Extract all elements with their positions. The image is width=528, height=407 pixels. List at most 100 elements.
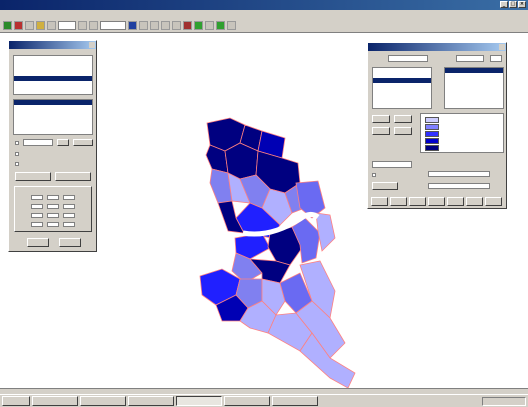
ok-button[interactable] [27,238,49,247]
start-button[interactable] [2,396,30,406]
panel-button[interactable] [428,197,445,206]
close-icon[interactable] [89,42,95,48]
info-icon[interactable] [227,21,236,30]
symbol-button[interactable] [15,172,51,181]
labels-checkbox[interactable] [15,162,19,166]
list-item-selected[interactable] [14,100,92,105]
close-button[interactable]: × [518,1,526,8]
layer-icon[interactable] [47,21,56,30]
panel-button[interactable] [390,197,407,206]
river-line [242,211,320,237]
pen-icon[interactable] [183,21,192,30]
legend-swatch-0[interactable] [425,117,439,123]
map-region[interactable] [261,278,286,316]
taskbar-task[interactable] [80,396,126,406]
class-count-field[interactable] [23,139,53,146]
legend-checkbox[interactable] [15,152,19,156]
print-icon[interactable] [25,21,34,30]
up-button[interactable] [372,127,390,135]
range-field[interactable] [47,222,59,227]
layer-list[interactable] [13,55,93,95]
folder-icon[interactable] [36,21,45,30]
taskbar-task[interactable] [128,396,174,406]
range-field[interactable] [31,195,43,200]
range-field[interactable] [31,222,43,227]
refresh-icon[interactable] [216,21,225,30]
panel-button[interactable] [371,197,388,206]
panel-button[interactable] [466,197,483,206]
remove-button[interactable] [394,115,412,123]
legend-swatch-4[interactable] [425,145,439,151]
classify-button[interactable] [55,172,91,181]
chart-icon[interactable] [205,21,214,30]
close-icon[interactable] [499,44,505,50]
ramp-slider[interactable] [428,171,490,177]
identify-icon[interactable] [161,21,170,30]
add-button[interactable] [372,115,390,123]
layer-select[interactable] [100,21,126,30]
range-field[interactable] [63,204,75,209]
cancel-button[interactable] [59,238,81,247]
map-icon[interactable] [128,21,137,30]
list-item[interactable] [445,93,503,98]
panel-button[interactable] [485,197,502,206]
range-field[interactable] [63,195,75,200]
panel-button[interactable] [409,197,426,206]
legend-swatch-1[interactable] [425,124,439,130]
map-region[interactable] [299,260,336,319]
save-icon[interactable] [14,21,23,30]
map-horizontal-scrollbar[interactable] [0,388,528,394]
range-field[interactable] [31,204,43,209]
value-list[interactable] [444,67,504,109]
measure-icon[interactable] [172,21,181,30]
grid-icon[interactable] [194,21,203,30]
range-field[interactable] [47,213,59,218]
range-group [14,186,92,232]
classification-panel-title [368,43,506,51]
list-item[interactable] [14,81,92,86]
option-checkbox[interactable] [15,141,19,145]
map-region[interactable] [315,212,336,252]
method-select[interactable] [456,55,484,62]
map-region[interactable] [231,252,263,284]
taskbar-task[interactable] [32,396,78,406]
zoom-select[interactable] [58,21,76,30]
field-list[interactable] [13,99,93,135]
down-button[interactable] [394,127,412,135]
map-region[interactable] [261,188,293,226]
map-region[interactable] [217,200,245,234]
field-select[interactable] [388,55,428,62]
list-item[interactable] [373,88,431,93]
pan-icon[interactable] [139,21,148,30]
minimize-button[interactable]: _ [500,1,508,8]
taskbar-task[interactable] [224,396,270,406]
taskbar-task[interactable] [272,396,318,406]
open-icon[interactable] [3,21,12,30]
legend-swatch-3[interactable] [425,138,439,144]
spin-button[interactable] [57,139,69,146]
panel-button[interactable] [447,197,464,206]
range-field[interactable] [31,213,43,218]
class-count-field[interactable] [490,55,502,62]
list-item[interactable] [14,115,92,120]
list-item-selected[interactable] [14,76,92,81]
reverse-checkbox[interactable] [372,173,376,177]
select-icon[interactable] [150,21,159,30]
ramp-slider[interactable] [428,183,490,189]
field-list[interactable] [372,67,432,109]
color-ramp-select[interactable] [372,161,412,168]
layer-panel-title [9,41,96,49]
taskbar-task-active[interactable] [176,396,222,406]
list-item-selected[interactable] [445,68,503,73]
range-field[interactable] [47,204,59,209]
zoom-out-icon[interactable] [89,21,98,30]
apply-button[interactable] [372,182,398,190]
maximize-button[interactable]: □ [509,1,517,8]
zoom-in-icon[interactable] [78,21,87,30]
list-item-selected[interactable] [373,78,431,83]
range-field[interactable] [47,195,59,200]
method-button[interactable] [73,139,93,146]
range-field[interactable] [63,213,75,218]
range-field[interactable] [63,222,75,227]
legend-swatch-2[interactable] [425,131,439,137]
